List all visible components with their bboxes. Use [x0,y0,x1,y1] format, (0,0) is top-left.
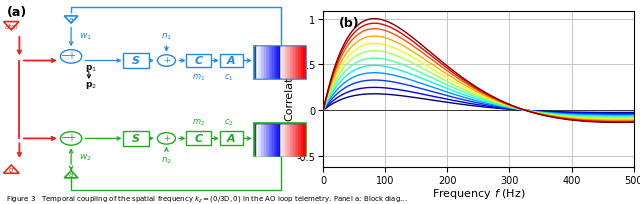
Text: C: C [195,134,203,144]
Text: $\mathbf{p}_2$: $\mathbf{p}_2$ [84,79,97,90]
Text: $w_2$: $w_2$ [79,152,92,162]
Text: a: a [69,171,73,177]
FancyBboxPatch shape [254,46,307,79]
FancyBboxPatch shape [220,54,243,68]
Circle shape [60,50,82,64]
Text: (a): (a) [6,6,27,19]
Text: $c_1$: $c_1$ [224,72,234,83]
FancyBboxPatch shape [254,124,307,157]
Text: $m_2$: $m_2$ [192,116,205,127]
Text: +: + [163,56,170,65]
Text: $n_2$: $n_2$ [161,155,172,165]
Text: S: S [132,134,140,144]
Polygon shape [4,165,19,173]
Text: (b): (b) [339,17,359,30]
Text: S: S [132,56,140,66]
Text: $n_1$: $n_1$ [161,31,172,42]
Text: g: g [9,166,13,172]
FancyBboxPatch shape [220,132,243,146]
Polygon shape [64,17,78,24]
Polygon shape [4,22,19,31]
Text: $c_2$: $c_2$ [224,116,234,127]
Text: atm: atm [4,23,19,30]
Text: $w_1$: $w_1$ [79,31,92,42]
Text: −: − [61,51,70,61]
FancyBboxPatch shape [186,132,211,146]
Text: C: C [195,56,203,66]
Y-axis label: Correlation: Correlation [284,59,294,120]
Text: Figure 3   Temporal coupling of the spatial frequency $k_z = (0/3\mathrm{D},0)$ : Figure 3 Temporal coupling of the spatia… [6,193,408,203]
Circle shape [60,132,82,145]
Text: $\mathbf{p}_1$: $\mathbf{p}_1$ [84,63,97,74]
FancyBboxPatch shape [123,132,149,146]
FancyBboxPatch shape [123,54,149,69]
FancyBboxPatch shape [186,54,211,68]
Text: −: − [61,133,70,142]
Circle shape [157,133,175,144]
X-axis label: Frequency $f$ (Hz): Frequency $f$ (Hz) [431,186,525,200]
Text: A: A [227,134,236,144]
Text: A: A [227,56,236,66]
Circle shape [157,55,175,67]
Polygon shape [64,171,78,178]
Text: $m_1$: $m_1$ [192,72,205,83]
Text: +: + [163,133,170,142]
Text: +: + [67,51,75,61]
Text: a: a [69,17,73,23]
Text: +: + [67,133,75,143]
